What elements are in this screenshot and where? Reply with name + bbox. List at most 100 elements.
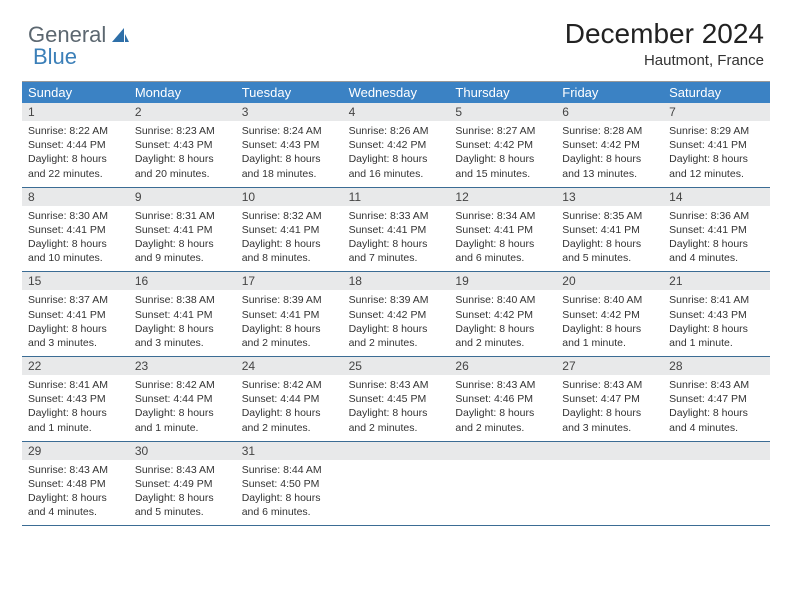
day-number: 10	[236, 188, 343, 206]
daylight-text: Daylight: 8 hours and 5 minutes.	[562, 237, 657, 265]
dow-friday: Friday	[556, 82, 663, 103]
sunset-text: Sunset: 4:41 PM	[242, 223, 337, 237]
day-number: 29	[22, 442, 129, 460]
day-body	[556, 460, 663, 520]
sunset-text: Sunset: 4:50 PM	[242, 477, 337, 491]
day-body: Sunrise: 8:43 AMSunset: 4:47 PMDaylight:…	[556, 375, 663, 441]
location-label: Hautmont, France	[565, 52, 764, 69]
day-body: Sunrise: 8:41 AMSunset: 4:43 PMDaylight:…	[663, 290, 770, 356]
day-number: 14	[663, 188, 770, 206]
sunset-text: Sunset: 4:41 PM	[669, 223, 764, 237]
sunrise-text: Sunrise: 8:29 AM	[669, 124, 764, 138]
day-body: Sunrise: 8:43 AMSunset: 4:49 PMDaylight:…	[129, 460, 236, 526]
day-number: 11	[343, 188, 450, 206]
day-cell: 2Sunrise: 8:23 AMSunset: 4:43 PMDaylight…	[129, 103, 236, 187]
day-body: Sunrise: 8:29 AMSunset: 4:41 PMDaylight:…	[663, 121, 770, 187]
day-number: 12	[449, 188, 556, 206]
day-body: Sunrise: 8:43 AMSunset: 4:48 PMDaylight:…	[22, 460, 129, 526]
day-number: 25	[343, 357, 450, 375]
sunrise-text: Sunrise: 8:41 AM	[28, 378, 123, 392]
sunset-text: Sunset: 4:49 PM	[135, 477, 230, 491]
week-row: 15Sunrise: 8:37 AMSunset: 4:41 PMDayligh…	[22, 272, 770, 357]
sunrise-text: Sunrise: 8:24 AM	[242, 124, 337, 138]
dow-tuesday: Tuesday	[236, 82, 343, 103]
title-block: December 2024 Hautmont, France	[565, 18, 764, 69]
day-cell: 4Sunrise: 8:26 AMSunset: 4:42 PMDaylight…	[343, 103, 450, 187]
day-cell-empty	[663, 442, 770, 526]
day-cell: 28Sunrise: 8:43 AMSunset: 4:47 PMDayligh…	[663, 357, 770, 441]
sunset-text: Sunset: 4:41 PM	[28, 223, 123, 237]
day-cell: 20Sunrise: 8:40 AMSunset: 4:42 PMDayligh…	[556, 272, 663, 356]
day-number: 5	[449, 103, 556, 121]
sunrise-text: Sunrise: 8:23 AM	[135, 124, 230, 138]
sunset-text: Sunset: 4:47 PM	[669, 392, 764, 406]
sunset-text: Sunset: 4:41 PM	[28, 308, 123, 322]
day-of-week-row: SundayMondayTuesdayWednesdayThursdayFrid…	[22, 82, 770, 103]
day-body: Sunrise: 8:42 AMSunset: 4:44 PMDaylight:…	[236, 375, 343, 441]
sunrise-text: Sunrise: 8:40 AM	[455, 293, 550, 307]
daylight-text: Daylight: 8 hours and 2 minutes.	[349, 322, 444, 350]
day-cell: 25Sunrise: 8:43 AMSunset: 4:45 PMDayligh…	[343, 357, 450, 441]
sunrise-text: Sunrise: 8:37 AM	[28, 293, 123, 307]
sunset-text: Sunset: 4:41 PM	[349, 223, 444, 237]
sunrise-text: Sunrise: 8:22 AM	[28, 124, 123, 138]
daylight-text: Daylight: 8 hours and 4 minutes.	[669, 237, 764, 265]
day-body: Sunrise: 8:31 AMSunset: 4:41 PMDaylight:…	[129, 206, 236, 272]
day-body: Sunrise: 8:27 AMSunset: 4:42 PMDaylight:…	[449, 121, 556, 187]
day-cell: 3Sunrise: 8:24 AMSunset: 4:43 PMDaylight…	[236, 103, 343, 187]
day-body: Sunrise: 8:26 AMSunset: 4:42 PMDaylight:…	[343, 121, 450, 187]
sunrise-text: Sunrise: 8:26 AM	[349, 124, 444, 138]
day-cell: 13Sunrise: 8:35 AMSunset: 4:41 PMDayligh…	[556, 188, 663, 272]
week-row: 1Sunrise: 8:22 AMSunset: 4:44 PMDaylight…	[22, 103, 770, 188]
day-number	[343, 442, 450, 460]
day-body: Sunrise: 8:34 AMSunset: 4:41 PMDaylight:…	[449, 206, 556, 272]
day-body: Sunrise: 8:23 AMSunset: 4:43 PMDaylight:…	[129, 121, 236, 187]
day-number: 28	[663, 357, 770, 375]
day-cell: 17Sunrise: 8:39 AMSunset: 4:41 PMDayligh…	[236, 272, 343, 356]
dow-sunday: Sunday	[22, 82, 129, 103]
sunset-text: Sunset: 4:43 PM	[28, 392, 123, 406]
sunrise-text: Sunrise: 8:42 AM	[135, 378, 230, 392]
sunrise-text: Sunrise: 8:43 AM	[349, 378, 444, 392]
day-number: 20	[556, 272, 663, 290]
daylight-text: Daylight: 8 hours and 6 minutes.	[455, 237, 550, 265]
day-body	[663, 460, 770, 520]
day-cell: 9Sunrise: 8:31 AMSunset: 4:41 PMDaylight…	[129, 188, 236, 272]
day-number	[556, 442, 663, 460]
daylight-text: Daylight: 8 hours and 2 minutes.	[455, 322, 550, 350]
day-body: Sunrise: 8:42 AMSunset: 4:44 PMDaylight:…	[129, 375, 236, 441]
sunset-text: Sunset: 4:48 PM	[28, 477, 123, 491]
sunset-text: Sunset: 4:42 PM	[562, 308, 657, 322]
day-body: Sunrise: 8:43 AMSunset: 4:47 PMDaylight:…	[663, 375, 770, 441]
day-cell: 31Sunrise: 8:44 AMSunset: 4:50 PMDayligh…	[236, 442, 343, 526]
day-body: Sunrise: 8:33 AMSunset: 4:41 PMDaylight:…	[343, 206, 450, 272]
calendar: SundayMondayTuesdayWednesdayThursdayFrid…	[22, 81, 770, 526]
sunrise-text: Sunrise: 8:30 AM	[28, 209, 123, 223]
daylight-text: Daylight: 8 hours and 13 minutes.	[562, 152, 657, 180]
daylight-text: Daylight: 8 hours and 2 minutes.	[242, 322, 337, 350]
sunrise-text: Sunrise: 8:33 AM	[349, 209, 444, 223]
sunset-text: Sunset: 4:41 PM	[135, 223, 230, 237]
daylight-text: Daylight: 8 hours and 3 minutes.	[562, 406, 657, 434]
sunrise-text: Sunrise: 8:31 AM	[135, 209, 230, 223]
day-body: Sunrise: 8:32 AMSunset: 4:41 PMDaylight:…	[236, 206, 343, 272]
day-cell: 18Sunrise: 8:39 AMSunset: 4:42 PMDayligh…	[343, 272, 450, 356]
day-cell-empty	[556, 442, 663, 526]
daylight-text: Daylight: 8 hours and 18 minutes.	[242, 152, 337, 180]
sail-icon	[110, 26, 130, 44]
day-number: 16	[129, 272, 236, 290]
day-cell: 1Sunrise: 8:22 AMSunset: 4:44 PMDaylight…	[22, 103, 129, 187]
day-number: 24	[236, 357, 343, 375]
day-number: 23	[129, 357, 236, 375]
daylight-text: Daylight: 8 hours and 4 minutes.	[669, 406, 764, 434]
day-cell: 6Sunrise: 8:28 AMSunset: 4:42 PMDaylight…	[556, 103, 663, 187]
daylight-text: Daylight: 8 hours and 10 minutes.	[28, 237, 123, 265]
day-cell: 21Sunrise: 8:41 AMSunset: 4:43 PMDayligh…	[663, 272, 770, 356]
daylight-text: Daylight: 8 hours and 1 minute.	[28, 406, 123, 434]
day-cell-empty	[449, 442, 556, 526]
day-number: 3	[236, 103, 343, 121]
day-body	[343, 460, 450, 520]
daylight-text: Daylight: 8 hours and 2 minutes.	[242, 406, 337, 434]
day-cell: 14Sunrise: 8:36 AMSunset: 4:41 PMDayligh…	[663, 188, 770, 272]
daylight-text: Daylight: 8 hours and 9 minutes.	[135, 237, 230, 265]
